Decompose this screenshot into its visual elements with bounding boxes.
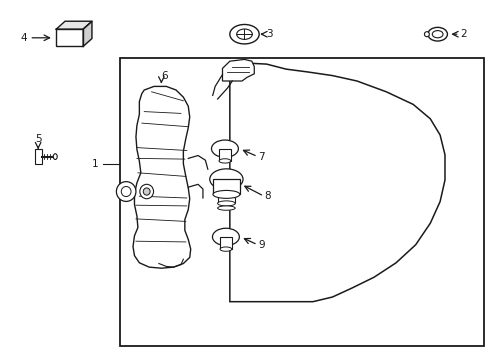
- Bar: [212, 179, 239, 194]
- Text: 9: 9: [258, 240, 264, 250]
- Ellipse shape: [219, 159, 230, 163]
- Bar: [120, 58, 483, 346]
- Text: 2: 2: [459, 29, 466, 39]
- Bar: [219, 149, 230, 161]
- Ellipse shape: [424, 32, 428, 37]
- Polygon shape: [133, 86, 190, 268]
- Ellipse shape: [220, 247, 231, 251]
- Polygon shape: [56, 21, 92, 29]
- Polygon shape: [222, 59, 254, 81]
- Ellipse shape: [143, 188, 150, 195]
- Text: 7: 7: [258, 152, 264, 162]
- Ellipse shape: [121, 186, 131, 197]
- Text: 6: 6: [161, 71, 168, 81]
- Ellipse shape: [211, 140, 238, 157]
- Ellipse shape: [217, 201, 235, 206]
- Ellipse shape: [53, 154, 57, 159]
- Ellipse shape: [212, 228, 239, 246]
- Bar: [56, 29, 83, 46]
- Text: 4: 4: [20, 33, 27, 43]
- Ellipse shape: [236, 29, 252, 39]
- Ellipse shape: [229, 24, 259, 44]
- Text: 5: 5: [35, 134, 41, 144]
- Ellipse shape: [209, 169, 243, 190]
- Text: 3: 3: [265, 29, 272, 39]
- Ellipse shape: [431, 31, 442, 38]
- Polygon shape: [229, 63, 444, 302]
- Ellipse shape: [213, 190, 239, 198]
- Ellipse shape: [427, 27, 447, 41]
- Bar: [35, 149, 41, 164]
- Ellipse shape: [140, 184, 153, 199]
- Text: 1: 1: [92, 159, 99, 169]
- Bar: [217, 194, 235, 203]
- Ellipse shape: [217, 206, 235, 210]
- Bar: [220, 237, 231, 249]
- Polygon shape: [83, 21, 92, 46]
- Ellipse shape: [116, 181, 136, 201]
- Text: 8: 8: [264, 191, 271, 201]
